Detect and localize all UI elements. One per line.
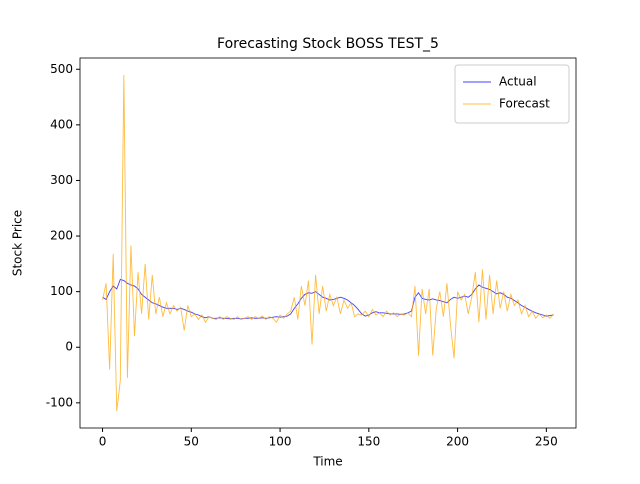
line-series bbox=[102, 278, 554, 320]
chart-title: Forecasting Stock BOSS TEST_5 bbox=[217, 36, 439, 52]
y-tick-label: 300 bbox=[50, 173, 73, 187]
y-tick-label: 400 bbox=[50, 117, 73, 131]
x-tick-label: 0 bbox=[99, 435, 107, 449]
y-tick-label: 0 bbox=[65, 340, 73, 354]
line-series bbox=[102, 74, 554, 412]
x-tick-label: 50 bbox=[184, 435, 199, 449]
y-tick-label: 100 bbox=[50, 284, 73, 298]
x-tick-label: 250 bbox=[535, 435, 558, 449]
legend-label: Actual bbox=[499, 75, 537, 89]
x-tick-label: 150 bbox=[357, 435, 380, 449]
x-tick-label: 100 bbox=[269, 435, 292, 449]
y-tick-label: -100 bbox=[46, 395, 73, 409]
y-axis-label: Stock Price bbox=[11, 210, 25, 276]
y-tick-label: 500 bbox=[50, 62, 73, 76]
y-tick-label: 200 bbox=[50, 229, 73, 243]
x-axis-label: Time bbox=[312, 455, 342, 469]
legend-label: Forecast bbox=[499, 97, 550, 111]
x-tick-label: 200 bbox=[446, 435, 469, 449]
plot-frame bbox=[79, 57, 577, 429]
legend-box bbox=[454, 64, 570, 124]
